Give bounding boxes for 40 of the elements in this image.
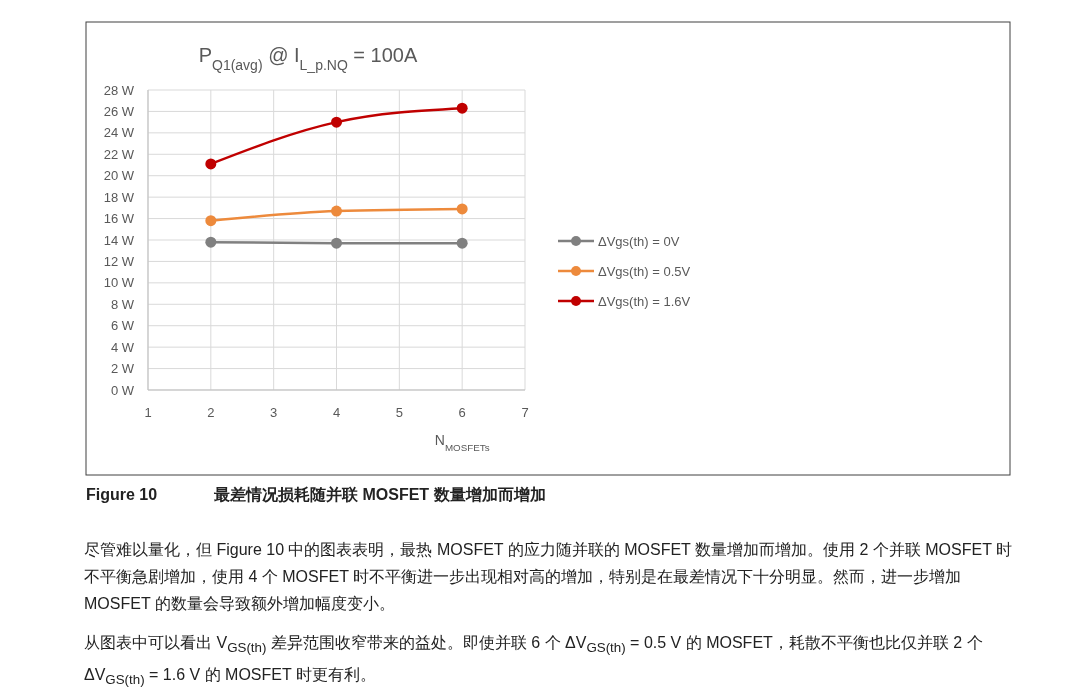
legend-label: ΔVgs(th) = 0V	[598, 233, 680, 249]
point	[331, 205, 342, 217]
point	[456, 203, 468, 215]
y-tick-label: 8 W	[110, 296, 135, 312]
y-tick-label: 10 W	[103, 275, 135, 291]
x-tick-label: 2	[207, 405, 215, 420]
y-tick-label: 24 W	[103, 125, 135, 141]
y-tick-label: 12 W	[103, 253, 135, 269]
point	[205, 158, 217, 170]
x-tick-label: 3	[270, 405, 278, 420]
point	[331, 237, 342, 249]
x-tick-label: 7	[521, 405, 529, 420]
point	[456, 102, 468, 114]
x-tick-label: 6	[458, 405, 466, 420]
y-tick-label: 20 W	[103, 168, 135, 184]
y-tick-label: 18 W	[103, 189, 135, 205]
legend-label: ΔVgs(th) = 1.6V	[598, 293, 691, 309]
y-tick-label: 2 W	[110, 361, 135, 377]
point	[205, 236, 217, 248]
text: 尽管难以量化，但 Figure 10 中的图表表明，最热 MOSFET 的应力随并联的 MOSFET 数量增加而增加。使用 2 个并联 MOSFET 时不平衡急剧增加，使用 4 个 MOSFET 时不平衡进一步出现相对高的增加，特别是在最差情况下十分明显。然而，进一步增加 MOSFET 的数量会导致额外增加幅度变小。	[84, 540, 1014, 614]
y-tick-label: 6 W	[110, 318, 135, 334]
x-tick-label: 1	[144, 405, 152, 420]
y-tick-label: 14 W	[103, 232, 135, 248]
text: 从图表中可以看出 V$_{GS(th)}$ 差异范围收窄带来的益处。即使并联 6 个 ΔV$_{GS(th)}$ = 0.5 V 的 MOSFET，耗散不平衡也比仅并联 2 个 ΔV$_{GS(th)}$ = 1.6 V 的 MOSFET 时更有利。	[84, 634, 983, 688]
y-tick-label: 26 W	[103, 103, 135, 119]
y-tick-label: 16 W	[103, 211, 135, 227]
chart-title: P$_{Q1(avg)}$ @ I$_{L_p.NQ}$ = 100A	[198, 44, 418, 73]
x-tick-label: 4	[332, 405, 341, 420]
x-tick-label: 5	[395, 405, 403, 420]
x-axis-title: N$_{MOSFETs}$	[434, 432, 490, 453]
y-tick-label: 0 W	[110, 382, 135, 398]
point	[205, 215, 217, 227]
caption: Figure 10	[86, 486, 158, 503]
y-tick-label: 28 W	[103, 82, 135, 98]
point	[331, 116, 342, 128]
text: 最差情况损耗随并联 MOSFET 数量增加而增加	[213, 486, 546, 503]
y-tick-label: 22 W	[103, 146, 135, 162]
point	[456, 237, 468, 249]
legend-label: ΔVgs(th) = 0.5V	[598, 263, 691, 279]
y-tick-label: 4 W	[110, 339, 135, 355]
